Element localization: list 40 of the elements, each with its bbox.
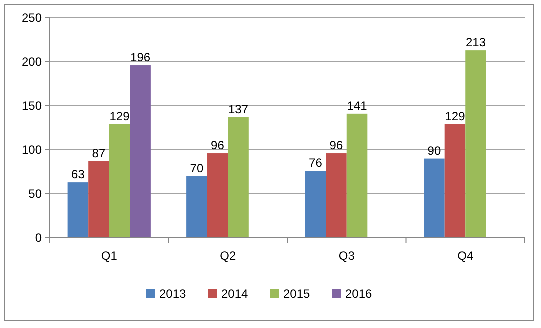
bar: [466, 50, 486, 238]
data-label: 137: [228, 102, 249, 116]
y-tick-label: 250: [22, 11, 42, 25]
bar: [68, 182, 89, 238]
data-label: 196: [130, 50, 151, 65]
data-label: 63: [72, 168, 86, 182]
bar: [346, 114, 368, 238]
bar: [88, 161, 110, 238]
y-tick-label: 0: [35, 231, 42, 245]
data-label: 76: [309, 156, 323, 170]
legend-label: 2013: [160, 287, 187, 301]
y-tick-label: 100: [22, 143, 42, 157]
x-tick-label: Q3: [338, 249, 356, 263]
y-tick-label: 200: [22, 55, 42, 69]
bar: [207, 154, 228, 238]
bar: [424, 158, 445, 238]
bar: [228, 117, 249, 238]
legend-label: 2014: [222, 287, 249, 301]
legend-label: 2015: [284, 287, 311, 301]
data-label: 141: [347, 98, 368, 113]
bar: [109, 124, 130, 238]
data-label: 129: [110, 109, 130, 124]
bar: [305, 171, 326, 238]
x-tick-label: Q1: [101, 249, 118, 263]
y-tick-label: 50: [28, 187, 42, 201]
x-tick-label: Q2: [220, 249, 236, 263]
data-label: 90: [428, 144, 442, 158]
bar: [444, 124, 466, 238]
data-label: 70: [190, 161, 204, 176]
data-label: 96: [211, 138, 225, 153]
x-tick-label: Q4: [458, 249, 474, 263]
data-label: 129: [445, 109, 466, 124]
bar: [130, 66, 151, 238]
legend-label: 2016: [346, 287, 373, 301]
bar: [326, 154, 347, 238]
bar: [186, 176, 208, 238]
data-label: 96: [330, 138, 344, 153]
data-label: 87: [92, 146, 106, 160]
y-tick-label: 150: [22, 99, 42, 113]
data-label: 213: [466, 36, 486, 50]
